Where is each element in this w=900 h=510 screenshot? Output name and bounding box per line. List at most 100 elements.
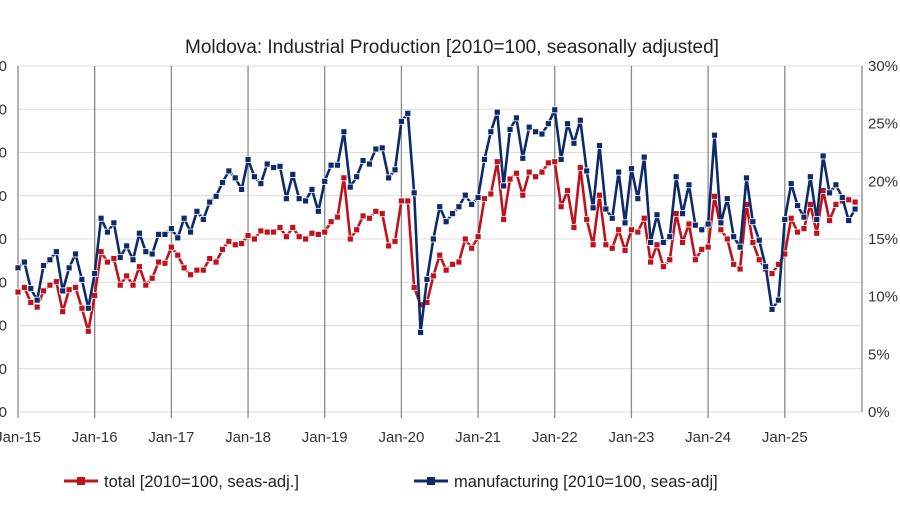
data-point — [602, 205, 610, 213]
data-point — [691, 221, 699, 229]
data-point — [116, 254, 124, 261]
x-tick-label: Jan-16 — [72, 429, 118, 446]
series-manufacturing — [14, 106, 859, 336]
data-point — [123, 242, 131, 250]
data-point — [544, 159, 552, 167]
x-tick-label: Jan-25 — [762, 429, 808, 446]
data-point — [519, 154, 527, 162]
data-point — [736, 243, 744, 251]
data-point — [308, 229, 316, 237]
data-point — [116, 281, 124, 289]
data-point — [270, 228, 278, 236]
data-point — [800, 213, 808, 221]
right-tick-label: 0% — [868, 404, 890, 421]
data-point — [282, 195, 290, 203]
data-point — [442, 218, 450, 226]
data-point — [263, 228, 271, 236]
x-tick-label: Jan-17 — [148, 429, 194, 446]
data-point — [199, 266, 207, 274]
data-point — [813, 229, 821, 237]
data-point — [787, 214, 795, 222]
data-point — [551, 106, 559, 114]
data-point — [136, 229, 143, 237]
left-axis: 0 0 0 0 0 0 0 0 0 — [0, 58, 7, 421]
data-point — [84, 304, 92, 312]
data-point — [468, 244, 476, 252]
series-total — [14, 158, 859, 335]
data-point — [397, 117, 405, 125]
data-point — [372, 145, 380, 153]
data-point — [845, 217, 853, 224]
data-point — [327, 218, 335, 226]
data-point — [378, 144, 386, 152]
data-point — [461, 235, 469, 243]
series-line — [17, 108, 857, 334]
data-point — [251, 235, 258, 243]
data-point — [174, 234, 182, 242]
data-point — [711, 131, 718, 139]
left-tick-label: 0 — [0, 231, 7, 248]
data-point — [506, 126, 514, 133]
series-layer — [14, 106, 859, 336]
data-point — [602, 241, 610, 249]
data-point — [40, 262, 47, 269]
data-point — [628, 165, 635, 173]
data-point — [334, 161, 341, 169]
data-point — [238, 186, 246, 193]
data-point — [366, 214, 373, 222]
data-point — [244, 232, 252, 239]
data-point — [749, 218, 757, 226]
data-point — [576, 164, 584, 171]
data-point — [449, 260, 456, 268]
data-point — [634, 195, 642, 203]
data-point — [308, 186, 316, 193]
data-point — [589, 241, 597, 249]
data-point — [251, 173, 258, 181]
data-point — [666, 233, 674, 241]
data-point — [672, 173, 680, 181]
data-point — [781, 215, 789, 223]
data-point — [206, 255, 214, 263]
data-point — [65, 286, 73, 294]
data-point — [500, 215, 508, 223]
data-point — [653, 241, 661, 249]
data-point — [161, 259, 169, 267]
right-tick-label: 15% — [868, 231, 898, 248]
data-point — [461, 191, 469, 199]
data-point — [570, 224, 578, 231]
data-point — [225, 237, 233, 245]
data-point — [148, 274, 156, 282]
data-point — [704, 243, 712, 251]
data-point — [493, 108, 501, 116]
data-point — [417, 329, 424, 336]
x-tick-label: Jan-24 — [685, 429, 731, 446]
data-point — [615, 168, 623, 176]
data-point — [666, 256, 674, 264]
data-point — [723, 195, 731, 203]
data-point — [321, 177, 329, 185]
data-point — [187, 228, 194, 236]
data-point — [397, 197, 405, 205]
data-point — [455, 203, 463, 211]
data-point — [391, 237, 399, 245]
data-point — [500, 182, 508, 190]
data-point — [78, 275, 86, 283]
data-point — [136, 263, 143, 271]
data-point — [704, 220, 712, 228]
data-point — [698, 245, 706, 253]
data-point — [366, 160, 373, 168]
data-point — [749, 239, 757, 246]
data-point — [78, 304, 86, 312]
data-point — [647, 258, 655, 266]
data-point — [302, 197, 309, 205]
data-point — [647, 239, 655, 246]
data-point — [212, 258, 220, 266]
x-tick-label: Jan-21 — [455, 429, 501, 446]
data-point — [174, 251, 182, 259]
right-tick-label: 30% — [868, 58, 898, 75]
data-point — [180, 214, 188, 222]
data-point — [59, 308, 67, 316]
legend-label-total: total [2010=100, seas-adj.] — [104, 473, 299, 491]
data-point — [711, 192, 718, 200]
data-point — [404, 197, 412, 205]
